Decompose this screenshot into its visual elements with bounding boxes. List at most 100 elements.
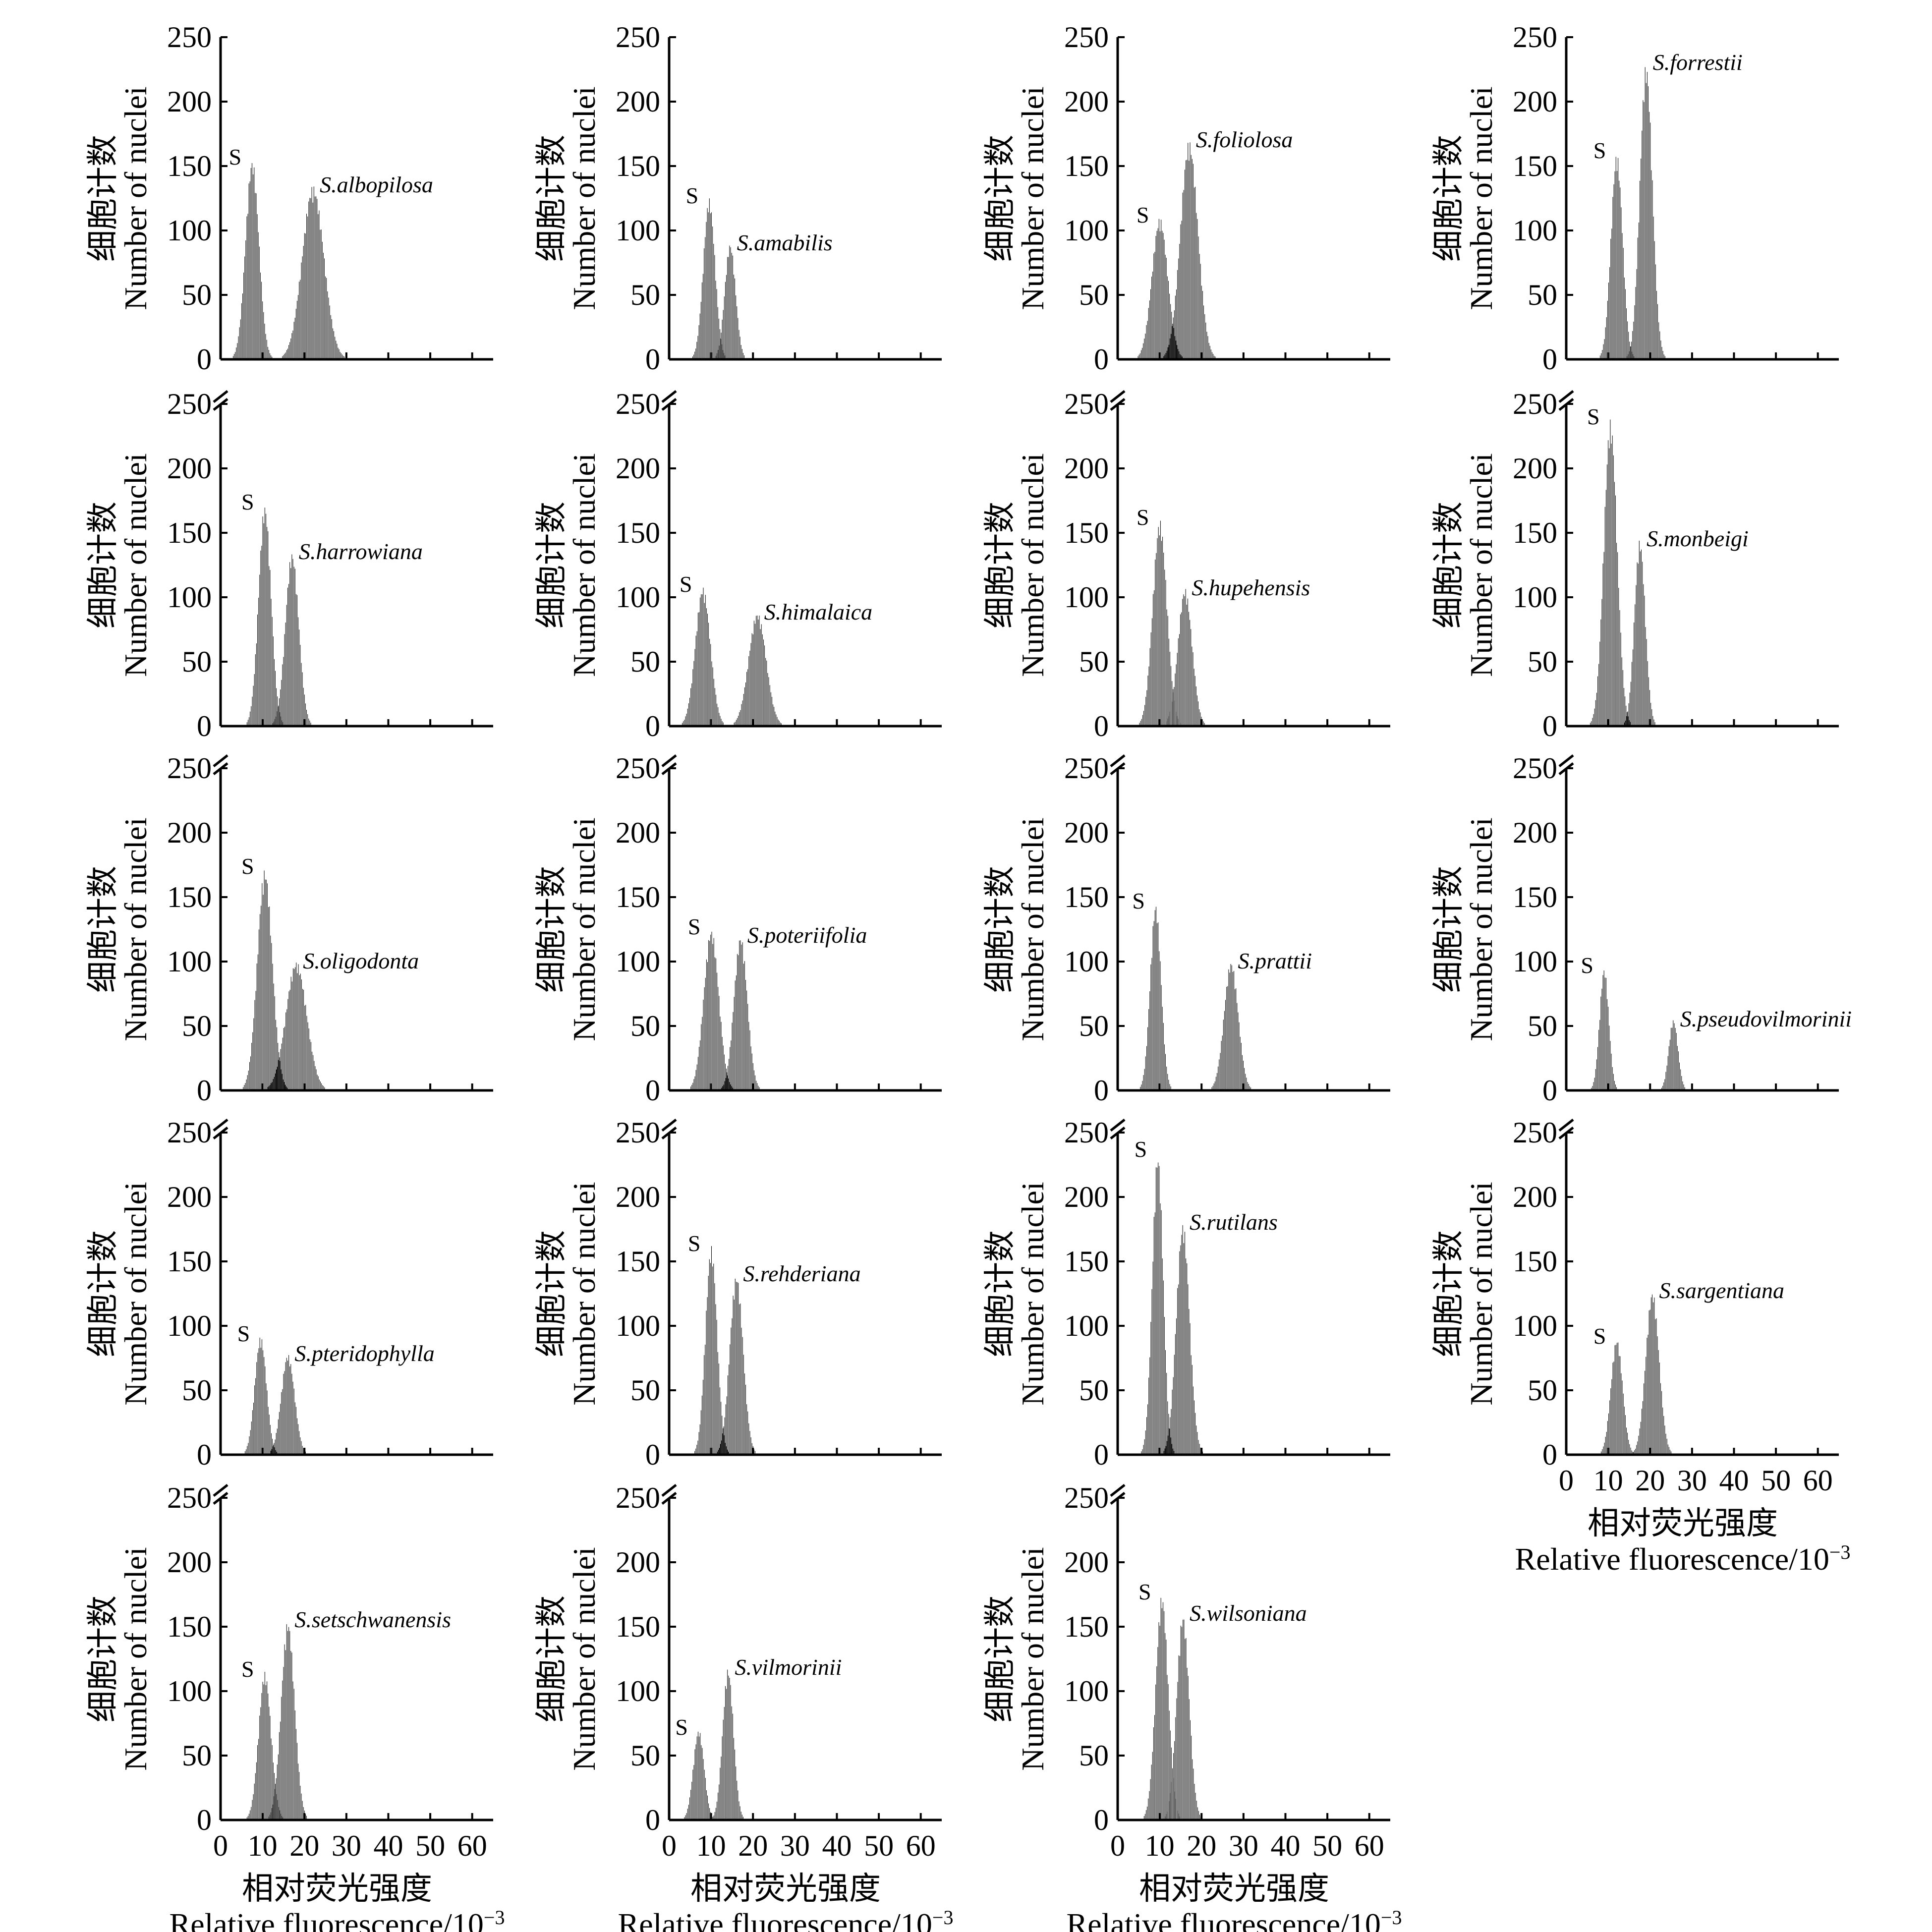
- y-axis-title-zh: 细胞计数: [982, 135, 1018, 262]
- histogram-bar: [707, 1795, 708, 1820]
- axis-break-mark: [213, 754, 228, 775]
- standard-marker: S: [1593, 1323, 1606, 1349]
- histogram-bar: [288, 1627, 289, 1820]
- histogram-bar: [710, 644, 711, 726]
- histogram-bar: [284, 634, 285, 726]
- histogram-bar: [690, 1086, 691, 1090]
- histogram-bar: [1169, 1710, 1170, 1820]
- histogram-bar: [721, 1440, 722, 1455]
- histogram-bar: [1174, 1355, 1175, 1455]
- axis-break-mark: [1558, 390, 1574, 411]
- histogram-bar: [711, 212, 712, 359]
- histogram-bar: [691, 683, 692, 726]
- histogram-bar: [1196, 1801, 1197, 1820]
- y-tick-label: 100: [167, 945, 212, 978]
- histogram-bar: [765, 658, 766, 726]
- histogram-bar: [279, 1412, 280, 1455]
- histogram-bar: [273, 1079, 274, 1090]
- y-tick-label: 0: [1542, 343, 1557, 376]
- axis-break-line: [1558, 1119, 1574, 1132]
- histogram-bar: [1166, 258, 1167, 359]
- sample-peak: [1633, 1294, 1672, 1455]
- standard-peak: [1590, 419, 1631, 726]
- y-tick-label: 100: [616, 214, 660, 247]
- y-tick-label: 50: [182, 1010, 212, 1042]
- histogram-bar: [262, 301, 263, 359]
- y-tick-label: 100: [1513, 1309, 1557, 1342]
- histogram-bar: [1150, 1322, 1151, 1455]
- histogram-bar: [322, 1085, 323, 1090]
- histogram-bar: [301, 1793, 302, 1820]
- histogram-bar: [1645, 67, 1646, 359]
- y-tick-label: 150: [616, 1245, 660, 1278]
- histogram-bar: [1149, 1791, 1150, 1820]
- histogram-bar: [745, 1384, 746, 1455]
- histogram-bar: [1186, 1638, 1187, 1820]
- histogram-bar: [693, 354, 694, 359]
- histogram-bar: [1195, 1793, 1196, 1820]
- histogram-bar: [1616, 1087, 1617, 1090]
- histogram-bar: [708, 1803, 709, 1820]
- axis-break-mark: [1110, 390, 1126, 411]
- histogram-bar: [1614, 1080, 1615, 1090]
- histogram-bar: [303, 989, 304, 1090]
- histogram-bar: [1597, 676, 1598, 726]
- histogram-bar: [1180, 614, 1181, 726]
- histogram-bar: [1596, 692, 1597, 726]
- histogram-bar: [1632, 331, 1633, 359]
- axis-break-mark: [661, 390, 677, 411]
- histogram-bar: [305, 1451, 306, 1455]
- y-tick-label: 150: [1064, 1610, 1109, 1643]
- histogram-bar: [306, 710, 307, 726]
- y-axis-title-en: Number of nuclei: [1464, 86, 1499, 310]
- histogram-bar: [1198, 1811, 1199, 1820]
- standard-peak: [246, 1672, 283, 1820]
- histogram-bar: [304, 694, 305, 726]
- histogram-bar: [1198, 1440, 1199, 1455]
- histogram-bar: [742, 1337, 743, 1455]
- histogram-bar: [707, 614, 708, 726]
- histogram-bar: [1595, 1069, 1596, 1090]
- histogram-bar: [1179, 244, 1180, 359]
- histogram-bar: [324, 258, 325, 359]
- axis-break-line: [213, 398, 228, 411]
- histogram-bar: [308, 201, 309, 359]
- histogram-bar: [692, 1082, 693, 1090]
- histogram-bar: [1178, 258, 1179, 359]
- histogram-bar: [1190, 1720, 1191, 1820]
- x-tick-label: 40: [1270, 1829, 1300, 1862]
- histogram-bar: [705, 595, 706, 726]
- histogram-bar: [299, 975, 300, 1090]
- histogram-bar: [732, 1318, 733, 1455]
- histogram-bar: [719, 1448, 720, 1455]
- histogram-bar: [1178, 1284, 1179, 1455]
- histogram-bar: [1616, 543, 1617, 726]
- y-tick-label: 200: [167, 1181, 212, 1213]
- standard-marker: S: [1136, 202, 1149, 227]
- histogram-bar: [1152, 1752, 1153, 1820]
- histogram-bar: [279, 698, 280, 726]
- histogram-bar: [278, 1419, 279, 1455]
- histogram-bar: [1226, 987, 1227, 1090]
- y-tick-label: 200: [1513, 85, 1557, 118]
- histogram-bar: [1169, 293, 1170, 359]
- histogram-bar: [1162, 1007, 1163, 1090]
- histogram-bar: [282, 1680, 283, 1820]
- y-tick-label: 50: [1079, 645, 1109, 678]
- histogram-bar: [260, 272, 261, 359]
- histogram-bar: [762, 634, 763, 726]
- histogram-bar: [728, 257, 729, 359]
- histogram-bar: [1611, 228, 1612, 359]
- histogram-bar: [1156, 1666, 1157, 1820]
- histogram-bar: [1164, 1044, 1165, 1090]
- y-tick-label: 200: [1513, 816, 1557, 849]
- y-tick-label: 100: [1064, 214, 1109, 247]
- histogram-bar: [1206, 332, 1207, 359]
- histogram-bar: [275, 1789, 276, 1820]
- histogram-bar: [1172, 326, 1173, 359]
- y-tick-label: 100: [616, 1309, 660, 1342]
- histogram-bar: [244, 256, 245, 359]
- histogram-bar: [1222, 1035, 1223, 1090]
